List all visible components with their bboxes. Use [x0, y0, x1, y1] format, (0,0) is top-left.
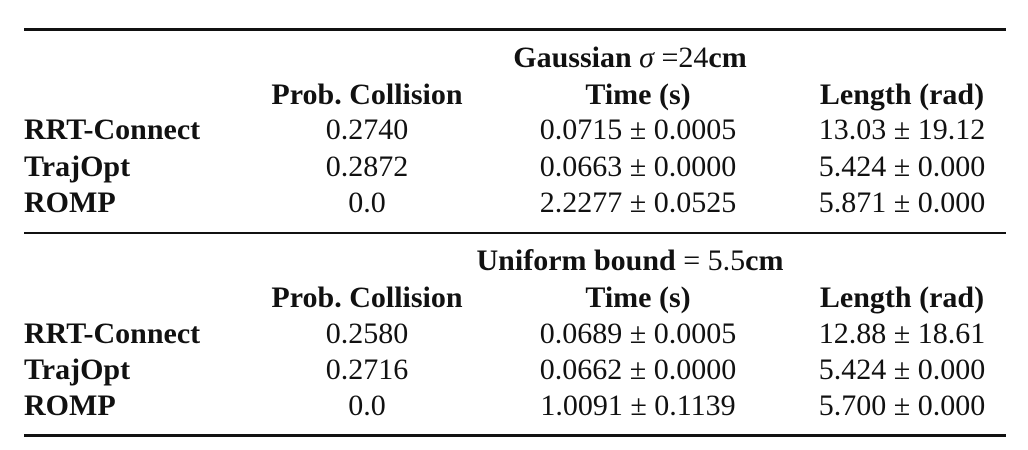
table-row: RRT-Connect 0.2580 0.0689 ± 0.0005 12.88…: [0, 316, 1028, 352]
column-header: Time (s): [585, 281, 691, 314]
equals-sign: =: [683, 244, 701, 277]
section-title: Gaussian σ =24cm: [236, 40, 1024, 76]
method-name: ROMP: [24, 186, 116, 219]
method-name: TrajOpt: [24, 353, 131, 386]
prob-collision-value: 0.2580: [325, 317, 409, 350]
prob-collision-value: 0.2740: [325, 113, 409, 146]
table-row: ROMP 0.0 2.2277 ± 0.0525 5.871 ± 0.000: [0, 185, 1028, 221]
length-value: 5.424 ± 0.000: [818, 150, 986, 183]
time-value: 2.2277 ± 0.0525: [539, 186, 737, 219]
table-row: TrajOpt 0.2872 0.0663 ± 0.0000 5.424 ± 0…: [0, 149, 1028, 185]
column-header: Length (rad): [819, 78, 985, 111]
length-value: 5.424 ± 0.000: [818, 353, 986, 386]
prob-collision-value: 0.2872: [325, 150, 409, 183]
table-row: TrajOpt 0.2716 0.0662 ± 0.0000 5.424 ± 0…: [0, 352, 1028, 388]
length-value: 5.871 ± 0.000: [818, 186, 986, 219]
method-name: TrajOpt: [24, 150, 131, 183]
method-name: RRT-Connect: [24, 317, 201, 350]
table-row: ROMP 0.0 1.0091 ± 0.1139 5.700 ± 0.000: [0, 388, 1028, 424]
method-name: ROMP: [24, 389, 116, 422]
sigma-symbol: σ: [639, 41, 654, 74]
top-rule: [24, 28, 1006, 31]
section-title-label: Uniform bound: [476, 244, 676, 277]
time-value: 1.0091 ± 0.1139: [540, 389, 736, 422]
time-value: 0.0663 ± 0.0000: [539, 150, 737, 183]
section-divider-rule: [24, 232, 1006, 234]
bottom-rule: [24, 434, 1006, 437]
section-title-row: Uniform bound = 5.5cm: [0, 243, 1028, 279]
time-value: 0.0715 ± 0.0005: [539, 113, 737, 146]
time-value: 0.0662 ± 0.0000: [539, 353, 737, 386]
prob-collision-value: 0.0: [348, 389, 386, 422]
section-title-label: Gaussian: [513, 41, 632, 74]
column-header: Time (s): [585, 78, 691, 111]
column-header: Prob. Collision: [271, 78, 463, 111]
section-title-unit: cm: [708, 41, 747, 74]
column-header-row: Prob. Collision Time (s) Length (rad): [0, 77, 1028, 113]
column-header: Prob. Collision: [271, 281, 463, 314]
method-name: RRT-Connect: [24, 113, 201, 146]
section-title-number: 5.5: [707, 244, 746, 277]
section-title-number: 24: [678, 41, 709, 74]
length-value: 12.88 ± 18.61: [818, 317, 986, 350]
section-title: Uniform bound = 5.5cm: [236, 243, 1024, 279]
length-value: 13.03 ± 19.12: [818, 113, 986, 146]
prob-collision-value: 0.2716: [325, 353, 409, 386]
section-title-unit: cm: [745, 244, 784, 277]
time-value: 0.0689 ± 0.0005: [539, 317, 737, 350]
column-header: Length (rad): [819, 281, 985, 314]
equals-sign: =: [661, 41, 679, 74]
table-row: RRT-Connect 0.2740 0.0715 ± 0.0005 13.03…: [0, 112, 1028, 148]
section-title-row: Gaussian σ =24cm: [0, 40, 1028, 76]
column-header-row: Prob. Collision Time (s) Length (rad): [0, 280, 1028, 316]
length-value: 5.700 ± 0.000: [818, 389, 986, 422]
prob-collision-value: 0.0: [348, 186, 386, 219]
